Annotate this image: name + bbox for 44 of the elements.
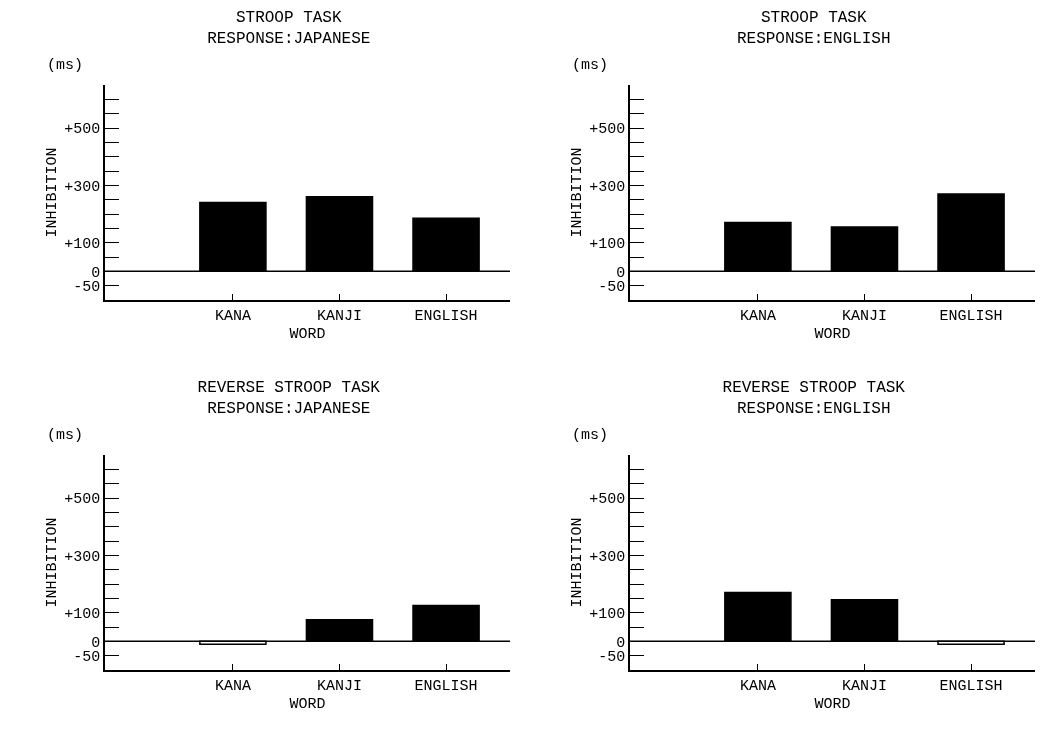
x-axis-title: WORD [814,696,851,714]
x-tick-label: KANJI [841,307,887,325]
x-axis-title: WORD [814,326,851,344]
chart-subtitle: RESPONSE:JAPANESE [207,30,371,48]
y-tick-label: +100 [64,605,101,623]
y-tick-label: +300 [64,178,101,196]
x-axis-title: WORD [289,326,326,344]
x-tick-label: ENGLISH [939,307,1003,325]
text: (ms) [572,427,609,444]
x-tick-label: ENGLISH [414,307,478,325]
chart-title: REVERSE STROOP TASK [722,379,906,398]
chart-subtitle: RESPONSE:JAPANESE [207,400,371,418]
y-tick-label: +500 [64,121,101,139]
y-axis-title: INHIBITION [568,517,586,608]
x-tick-label: KANA [214,307,251,325]
y-tick-label: +100 [589,605,626,623]
y-tick-label: +100 [589,235,626,253]
y-tick-label: +500 [64,491,101,509]
x-tick-label: KANJI [841,677,887,695]
x-tick-label: KANA [739,677,776,695]
y-tick-label: +300 [589,178,626,196]
y-tick-label: +300 [64,548,101,566]
x-axis-title: WORD [289,696,326,714]
y-tick-label: +100 [64,235,101,253]
y-axis-title: INHIBITION [43,147,61,238]
text: (ms) [47,57,84,74]
chart-title: STROOP TASK [235,9,342,28]
chart-title: REVERSE STROOP TASK [197,379,381,398]
chart-subtitle: RESPONSE:ENGLISH [736,400,891,418]
chart-title: STROOP TASK [760,9,867,28]
y-axis-title: INHIBITION [568,147,586,238]
text: (ms) [47,427,84,444]
x-tick-label: ENGLISH [414,677,478,695]
x-tick-label: KANA [214,677,251,695]
text: (ms) [572,57,609,74]
x-tick-label: KANJI [316,307,362,325]
x-tick-label: ENGLISH [939,677,1003,695]
y-tick-label: +300 [589,548,626,566]
x-tick-label: KANA [739,307,776,325]
x-tick-label: KANJI [316,677,362,695]
y-tick-label: +500 [589,491,626,509]
y-tick-label: +500 [589,121,626,139]
chart-subtitle: RESPONSE:ENGLISH [736,30,891,48]
y-axis-title: INHIBITION [43,517,61,608]
